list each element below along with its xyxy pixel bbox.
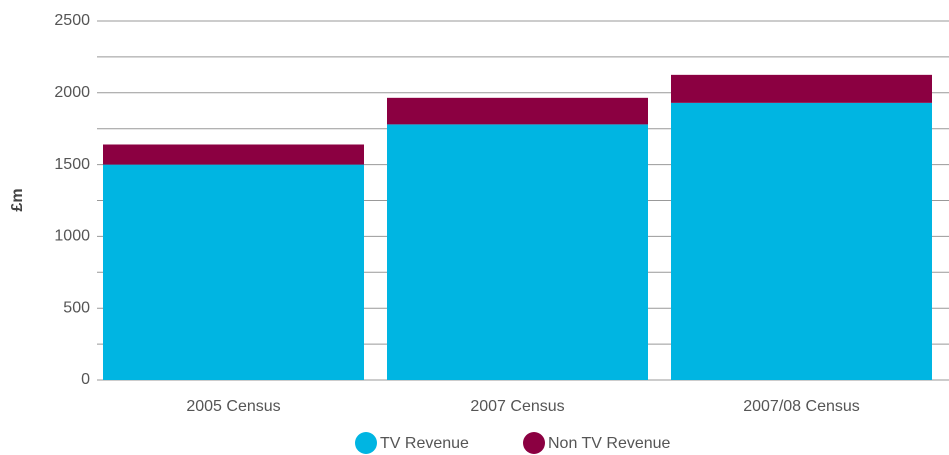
- y-axis-label: £m: [9, 188, 26, 211]
- legend-label: Non TV Revenue: [548, 435, 671, 452]
- bar-segment: [103, 164, 364, 380]
- legend-swatch: [355, 432, 377, 454]
- y-tick-label: 1500: [54, 156, 90, 173]
- y-tick-label: 2500: [54, 12, 90, 29]
- y-tick-label: 0: [81, 371, 90, 388]
- bar-segment: [103, 144, 364, 165]
- legend-swatch: [523, 432, 545, 454]
- x-tick-label: 2005 Census: [186, 398, 280, 415]
- legend-label: TV Revenue: [380, 435, 469, 452]
- y-tick-label: 500: [63, 299, 90, 316]
- x-tick-label: 2007/08 Census: [743, 398, 860, 415]
- bar-segment: [387, 97, 648, 125]
- bar-segment: [387, 124, 648, 380]
- y-tick-label: 2000: [54, 84, 90, 101]
- bar-segment: [671, 74, 932, 103]
- y-tick-label: 1000: [54, 228, 90, 245]
- x-tick-label: 2007 Census: [470, 398, 564, 415]
- bar-segment: [671, 102, 932, 381]
